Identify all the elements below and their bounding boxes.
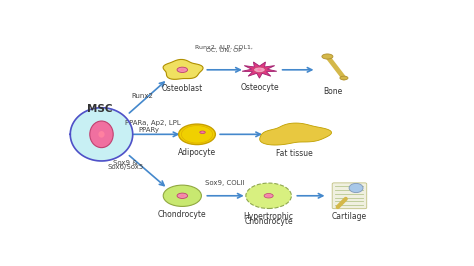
Ellipse shape: [264, 194, 273, 198]
Text: OC, ON, OP: OC, ON, OP: [206, 48, 242, 53]
Text: Hypertrophic: Hypertrophic: [244, 212, 293, 221]
Ellipse shape: [322, 54, 333, 59]
Circle shape: [267, 195, 271, 197]
Ellipse shape: [349, 183, 363, 193]
Text: Bone: Bone: [323, 87, 343, 96]
Text: Fat tissue: Fat tissue: [276, 149, 313, 158]
Polygon shape: [260, 123, 331, 145]
Ellipse shape: [177, 67, 188, 72]
Ellipse shape: [340, 76, 348, 80]
Text: Sox6/Sox5: Sox6/Sox5: [107, 164, 144, 170]
Text: Adipocyte: Adipocyte: [178, 148, 216, 157]
Circle shape: [163, 185, 201, 206]
Ellipse shape: [99, 131, 105, 138]
Ellipse shape: [90, 121, 113, 148]
Text: PPARa, Ap2, LPL: PPARa, Ap2, LPL: [125, 120, 181, 126]
Text: Cartilage: Cartilage: [332, 212, 367, 221]
Circle shape: [181, 69, 184, 71]
Polygon shape: [163, 60, 203, 79]
Text: Sox9, COLII: Sox9, COLII: [205, 181, 244, 186]
Circle shape: [179, 124, 215, 145]
Circle shape: [257, 69, 262, 71]
Circle shape: [181, 195, 184, 197]
Circle shape: [246, 183, 292, 209]
Text: Runx2, ALP, COL1,: Runx2, ALP, COL1,: [195, 45, 253, 50]
Ellipse shape: [200, 131, 205, 134]
Polygon shape: [242, 62, 277, 78]
Text: PPARy: PPARy: [139, 127, 160, 133]
Ellipse shape: [254, 67, 265, 73]
Circle shape: [201, 132, 204, 133]
Text: MSC: MSC: [87, 104, 112, 114]
FancyBboxPatch shape: [332, 183, 367, 209]
Ellipse shape: [177, 193, 188, 198]
Text: Chondrocyte: Chondrocyte: [244, 217, 293, 226]
Polygon shape: [70, 108, 133, 161]
Text: Osteoblast: Osteoblast: [162, 84, 203, 93]
Text: Osteocyte: Osteocyte: [240, 83, 279, 92]
Text: Sox9 &: Sox9 &: [113, 160, 138, 167]
Text: Runx2: Runx2: [131, 93, 153, 99]
Text: Chondrocyte: Chondrocyte: [158, 210, 207, 219]
